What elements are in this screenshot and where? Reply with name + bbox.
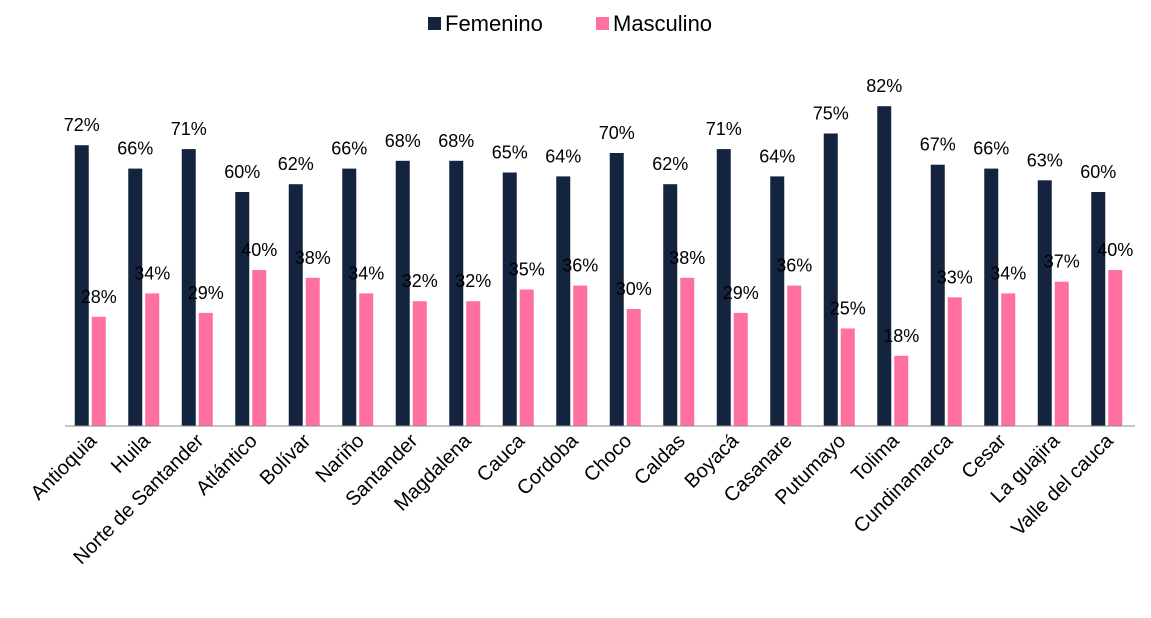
value-label: 32% [455,271,491,291]
x-tick-label: Antioquia [27,429,102,504]
bar [626,309,641,426]
bar [556,176,571,426]
bar [1037,180,1052,426]
value-label: 29% [723,283,759,303]
value-label: 35% [509,260,545,280]
bar [787,285,802,426]
value-label: 63% [1027,150,1063,170]
bar [1054,281,1069,426]
legend-swatch [596,17,609,30]
x-tick-label: Caldas [630,430,690,490]
bar [609,153,624,426]
bar [1091,192,1106,426]
value-label: 25% [830,299,866,319]
value-label: 18% [883,326,919,346]
bar [412,301,427,426]
value-label: 34% [348,263,384,283]
bar [716,149,731,426]
value-label: 71% [706,119,742,139]
value-label: 60% [224,162,260,182]
bar [235,192,250,426]
legend-label: Masculino [613,11,712,36]
bar [342,168,357,426]
bar [1108,270,1123,426]
value-label: 38% [295,248,331,268]
bar [984,168,999,426]
legend-label: Femenino [445,11,543,36]
bar [680,277,695,426]
value-label: 64% [545,146,581,166]
value-label: 38% [669,248,705,268]
value-label: 33% [937,267,973,287]
bar [305,277,320,426]
value-label: 40% [1097,240,1133,260]
bar [198,312,213,426]
bar [91,316,106,426]
bar [145,293,160,426]
value-label: 28% [81,287,117,307]
value-label: 36% [562,256,598,276]
value-label: 64% [759,146,795,166]
x-tick-label: Bolívar [256,430,316,490]
bar [128,168,143,426]
value-label: 72% [64,115,100,135]
bar [840,328,855,426]
value-label: 82% [866,76,902,96]
value-label: 29% [188,283,224,303]
value-label: 60% [1080,162,1116,182]
bar [288,184,303,426]
value-label: 66% [331,139,367,159]
bar [395,160,410,427]
bar [663,184,678,426]
bar [894,355,909,426]
bar [573,285,588,426]
value-label: 37% [1044,252,1080,272]
bar [181,149,196,426]
legend-swatch [428,17,441,30]
value-label: 34% [134,263,170,283]
bar [252,270,267,426]
value-label: 36% [776,256,812,276]
value-label: 66% [973,139,1009,159]
bar [502,172,517,426]
bar [519,289,534,426]
bar [947,297,962,426]
x-tick-label: Choco [580,430,636,486]
value-label: 68% [438,131,474,151]
value-label: 30% [616,279,652,299]
value-label: 34% [990,263,1026,283]
bar [930,164,945,426]
x-tick-label: Huila [107,429,155,477]
bar [733,312,748,426]
x-tick-label: Cundinamarca [850,429,958,537]
value-label: 67% [920,135,956,155]
bar [770,176,785,426]
value-label: 32% [402,271,438,291]
value-label: 62% [652,154,688,174]
value-label: 71% [171,119,207,139]
value-label: 62% [278,154,314,174]
value-label: 75% [813,104,849,124]
value-label: 66% [117,139,153,159]
bar [877,106,892,426]
bar [449,160,464,427]
bar [74,145,89,426]
value-label: 40% [241,240,277,260]
bar [359,293,374,426]
value-label: 68% [385,131,421,151]
bar [466,301,481,426]
bar [823,133,838,426]
bar [1001,293,1016,426]
value-label: 70% [599,123,635,143]
value-label: 65% [492,143,528,163]
